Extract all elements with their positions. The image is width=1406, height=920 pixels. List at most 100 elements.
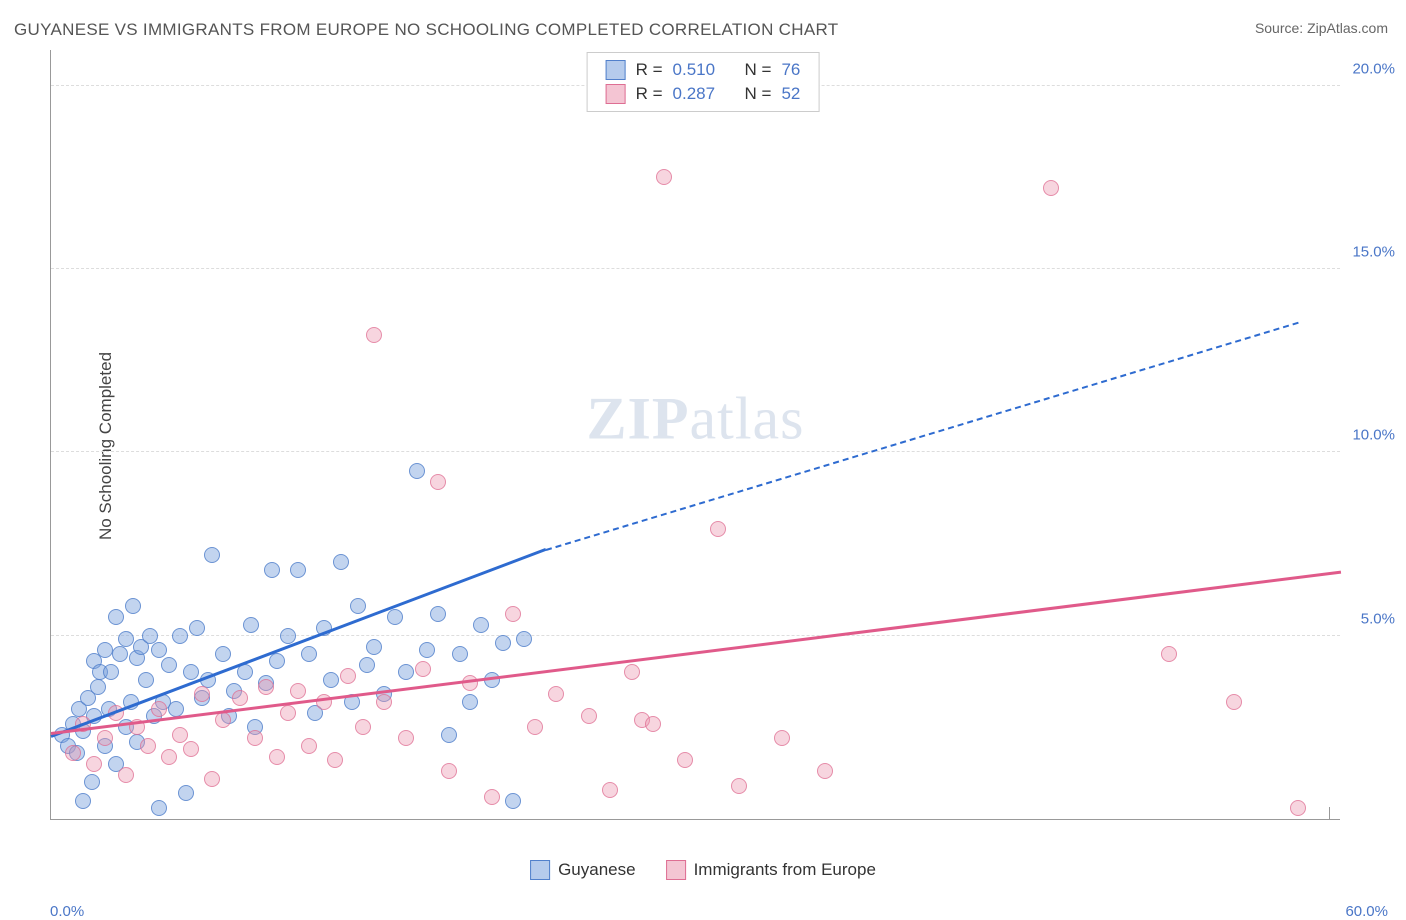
swatch-series-2 bbox=[666, 860, 686, 880]
scatter-point bbox=[97, 730, 113, 746]
scatter-point bbox=[376, 694, 392, 710]
scatter-point bbox=[125, 598, 141, 614]
scatter-point bbox=[204, 771, 220, 787]
scatter-point bbox=[366, 327, 382, 343]
scatter-point bbox=[419, 642, 435, 658]
scatter-point bbox=[430, 606, 446, 622]
scatter-point bbox=[161, 657, 177, 673]
y-tick-label: 20.0% bbox=[1352, 60, 1395, 77]
scatter-point bbox=[161, 749, 177, 765]
scatter-point bbox=[151, 642, 167, 658]
scatter-point bbox=[548, 686, 564, 702]
scatter-point bbox=[441, 727, 457, 743]
scatter-point bbox=[323, 672, 339, 688]
stats-row-2: R = 0.287 N = 52 bbox=[606, 82, 801, 106]
scatter-point bbox=[247, 730, 263, 746]
scatter-point bbox=[142, 628, 158, 644]
source-attribution: Source: ZipAtlas.com bbox=[1255, 20, 1388, 36]
watermark-logo: ZIPatlas bbox=[587, 385, 805, 454]
scatter-point bbox=[112, 646, 128, 662]
scatter-point bbox=[387, 609, 403, 625]
x-tick-start: 0.0% bbox=[50, 903, 84, 920]
r-label: R = bbox=[636, 60, 663, 80]
scatter-point bbox=[441, 763, 457, 779]
scatter-point bbox=[172, 727, 188, 743]
trend-line bbox=[545, 322, 1298, 551]
scatter-point bbox=[269, 749, 285, 765]
scatter-point bbox=[194, 686, 210, 702]
scatter-point bbox=[183, 664, 199, 680]
scatter-point bbox=[398, 730, 414, 746]
scatter-chart: ZIPatlas 5.0%10.0%15.0%20.0% bbox=[50, 50, 1340, 820]
scatter-point bbox=[602, 782, 618, 798]
scatter-point bbox=[138, 672, 154, 688]
legend-item-2: Immigrants from Europe bbox=[666, 860, 876, 880]
series-legend: Guyanese Immigrants from Europe bbox=[530, 860, 876, 880]
scatter-point bbox=[97, 642, 113, 658]
r-value-2: 0.287 bbox=[673, 84, 716, 104]
gridline bbox=[51, 451, 1340, 452]
scatter-point bbox=[189, 620, 205, 636]
scatter-point bbox=[243, 617, 259, 633]
scatter-point bbox=[355, 719, 371, 735]
scatter-point bbox=[301, 738, 317, 754]
scatter-point bbox=[86, 756, 102, 772]
scatter-point bbox=[817, 763, 833, 779]
scatter-point bbox=[484, 789, 500, 805]
source-value: ZipAtlas.com bbox=[1307, 20, 1388, 36]
scatter-point bbox=[151, 701, 167, 717]
scatter-point bbox=[118, 631, 134, 647]
scatter-point bbox=[677, 752, 693, 768]
n-label: N = bbox=[745, 84, 772, 104]
scatter-point bbox=[452, 646, 468, 662]
scatter-point bbox=[516, 631, 532, 647]
source-label: Source: bbox=[1255, 20, 1307, 36]
x-axis-end-tick bbox=[1329, 807, 1330, 819]
scatter-point bbox=[430, 474, 446, 490]
scatter-point bbox=[656, 169, 672, 185]
scatter-point bbox=[340, 668, 356, 684]
scatter-point bbox=[151, 800, 167, 816]
scatter-point bbox=[350, 598, 366, 614]
scatter-point bbox=[204, 547, 220, 563]
legend-item-1: Guyanese bbox=[530, 860, 636, 880]
scatter-point bbox=[731, 778, 747, 794]
swatch-series-1 bbox=[530, 860, 550, 880]
stats-row-1: R = 0.510 N = 76 bbox=[606, 58, 801, 82]
y-tick-label: 10.0% bbox=[1352, 427, 1395, 444]
scatter-point bbox=[65, 745, 81, 761]
scatter-point bbox=[215, 646, 231, 662]
scatter-point bbox=[409, 463, 425, 479]
scatter-point bbox=[1226, 694, 1242, 710]
scatter-point bbox=[140, 738, 156, 754]
scatter-point bbox=[258, 679, 274, 695]
chart-title: GUYANESE VS IMMIGRANTS FROM EUROPE NO SC… bbox=[14, 20, 838, 40]
scatter-point bbox=[473, 617, 489, 633]
scatter-point bbox=[415, 661, 431, 677]
scatter-point bbox=[75, 793, 91, 809]
watermark-bold: ZIP bbox=[587, 386, 690, 452]
scatter-point bbox=[178, 785, 194, 801]
scatter-point bbox=[269, 653, 285, 669]
scatter-point bbox=[290, 683, 306, 699]
scatter-point bbox=[108, 609, 124, 625]
n-value-1: 76 bbox=[781, 60, 800, 80]
scatter-point bbox=[462, 694, 478, 710]
scatter-point bbox=[84, 774, 100, 790]
scatter-point bbox=[327, 752, 343, 768]
scatter-point bbox=[505, 793, 521, 809]
scatter-point bbox=[774, 730, 790, 746]
scatter-point bbox=[366, 639, 382, 655]
r-value-1: 0.510 bbox=[673, 60, 716, 80]
scatter-point bbox=[215, 712, 231, 728]
scatter-point bbox=[118, 767, 134, 783]
scatter-point bbox=[359, 657, 375, 673]
scatter-point bbox=[710, 521, 726, 537]
trend-line bbox=[51, 570, 1341, 734]
scatter-point bbox=[280, 705, 296, 721]
scatter-point bbox=[103, 664, 119, 680]
x-tick-end: 60.0% bbox=[1345, 903, 1388, 920]
scatter-point bbox=[183, 741, 199, 757]
scatter-point bbox=[581, 708, 597, 724]
scatter-point bbox=[1043, 180, 1059, 196]
